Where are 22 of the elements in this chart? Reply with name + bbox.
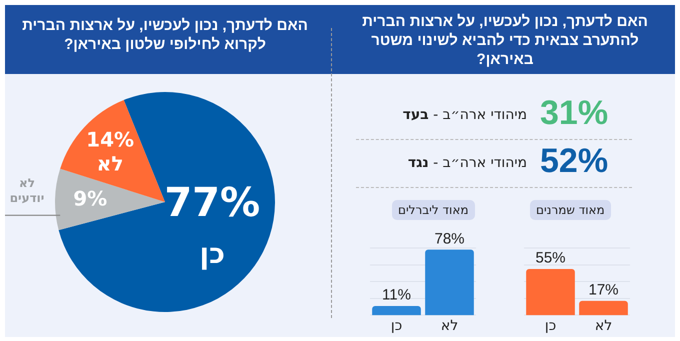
chart-title: מאוד שמרנים <box>530 200 611 220</box>
chart-title: מאוד ליברלים <box>392 200 474 220</box>
data-label: 55% <box>535 250 566 267</box>
data-label: 78% <box>434 230 465 248</box>
data-label: 14% <box>86 127 134 152</box>
text: 31% <box>540 94 608 133</box>
text: האם לדעתך, נכון לעכשיו, על ארצות הברית להתערב צבאית כדי להביא לשינוי משטר באיראן? <box>361 12 649 69</box>
slice-label: כן <box>199 236 225 270</box>
text: מיהודי ארה״ב - נגד <box>406 155 527 171</box>
slice-label: לא <box>96 151 124 176</box>
data-label: 17% <box>588 282 619 299</box>
x-tick-label: לא <box>594 318 612 334</box>
data-label: 9% <box>73 186 108 210</box>
text: מיהודי ארה״ב - בעד <box>402 107 527 123</box>
x-tick-label: כן <box>390 318 402 334</box>
x-tick-label: כן <box>544 318 556 334</box>
data-label: 77% <box>164 180 260 226</box>
chart-title: האם לדעתך, נכון לעכשיו, על ארצות הברית לקרוא לחילופי שלטון באיראן? <box>21 16 309 54</box>
data-label: 11% <box>382 286 411 304</box>
x-tick-label: לא <box>440 318 458 334</box>
slice-label: לא יודעים <box>10 176 44 205</box>
text: 52% <box>540 142 608 181</box>
